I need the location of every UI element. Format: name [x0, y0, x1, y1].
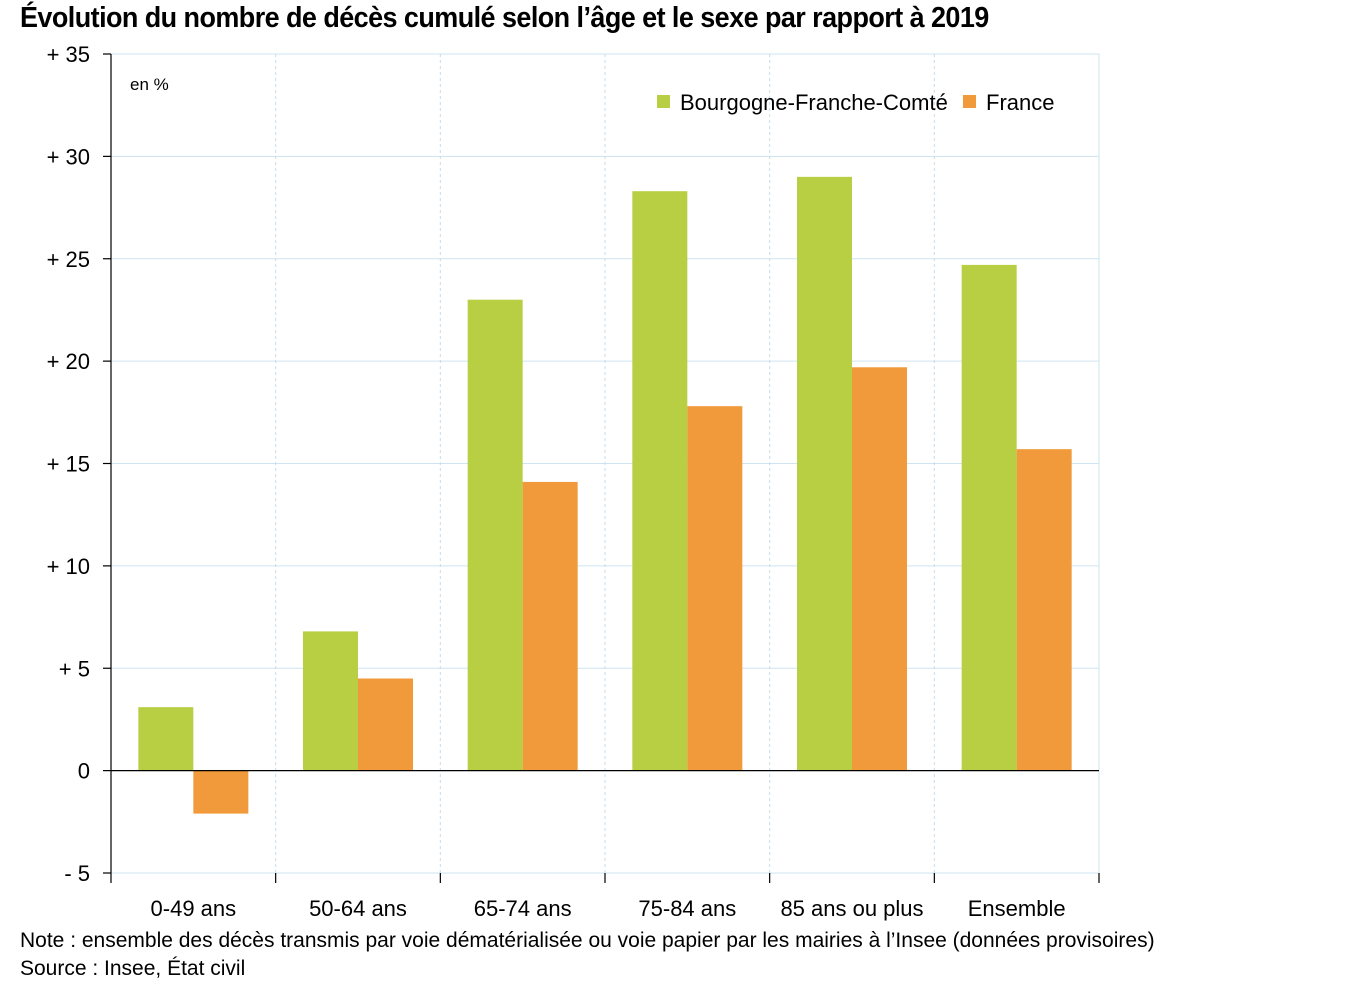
unit-label: en % — [130, 75, 169, 94]
legend-label: France — [986, 90, 1054, 115]
bar — [797, 176, 852, 771]
y-tick-label: 0 — [78, 759, 90, 784]
bar — [522, 481, 578, 771]
bar — [467, 299, 523, 771]
bar — [632, 191, 688, 771]
chart-note: Note : ensemble des décès transmis par v… — [20, 929, 1155, 952]
y-tick-label: + 20 — [47, 349, 90, 374]
x-tick-label: 75-84 ans — [638, 896, 736, 921]
bars — [138, 176, 1072, 814]
y-tick-label: + 10 — [47, 554, 90, 579]
y-tick-label: - 5 — [64, 861, 90, 886]
legend-swatch — [963, 95, 976, 108]
bar — [687, 406, 743, 771]
y-tick-label: + 30 — [47, 144, 90, 169]
y-tick-label: + 15 — [47, 452, 90, 477]
bar — [303, 631, 358, 771]
legend-swatch — [657, 95, 670, 108]
x-tick-label: Ensemble — [968, 896, 1066, 921]
x-tick-label: 0-49 ans — [151, 896, 237, 921]
legend: Bourgogne-Franche-Comté France — [657, 90, 1054, 115]
chart-title: Évolution du nombre de décès cumulé selo… — [20, 2, 989, 34]
y-tick-label: + 25 — [47, 247, 90, 272]
y-tick-label: + 35 — [47, 42, 90, 67]
bar — [961, 264, 1017, 771]
x-tick-label: 50-64 ans — [309, 896, 407, 921]
x-tick-label: 85 ans ou plus — [780, 896, 923, 921]
chart-source: Source : Insee, État civil — [20, 957, 246, 980]
axes — [103, 53, 1100, 883]
x-tick-label: 65-74 ans — [474, 896, 572, 921]
legend-label: Bourgogne-Franche-Comté — [680, 90, 948, 115]
bar — [193, 770, 249, 814]
bar — [852, 367, 907, 771]
bar — [138, 707, 194, 771]
tick-labels: - 5 0 + 5 + 10 + 15 + 20 + 25 + 30 + 35 0-49 ans 5… — [47, 42, 1066, 921]
y-tick-label: + 5 — [59, 656, 90, 681]
grid — [111, 53, 1100, 874]
bar — [1016, 449, 1072, 771]
bar — [358, 678, 413, 771]
